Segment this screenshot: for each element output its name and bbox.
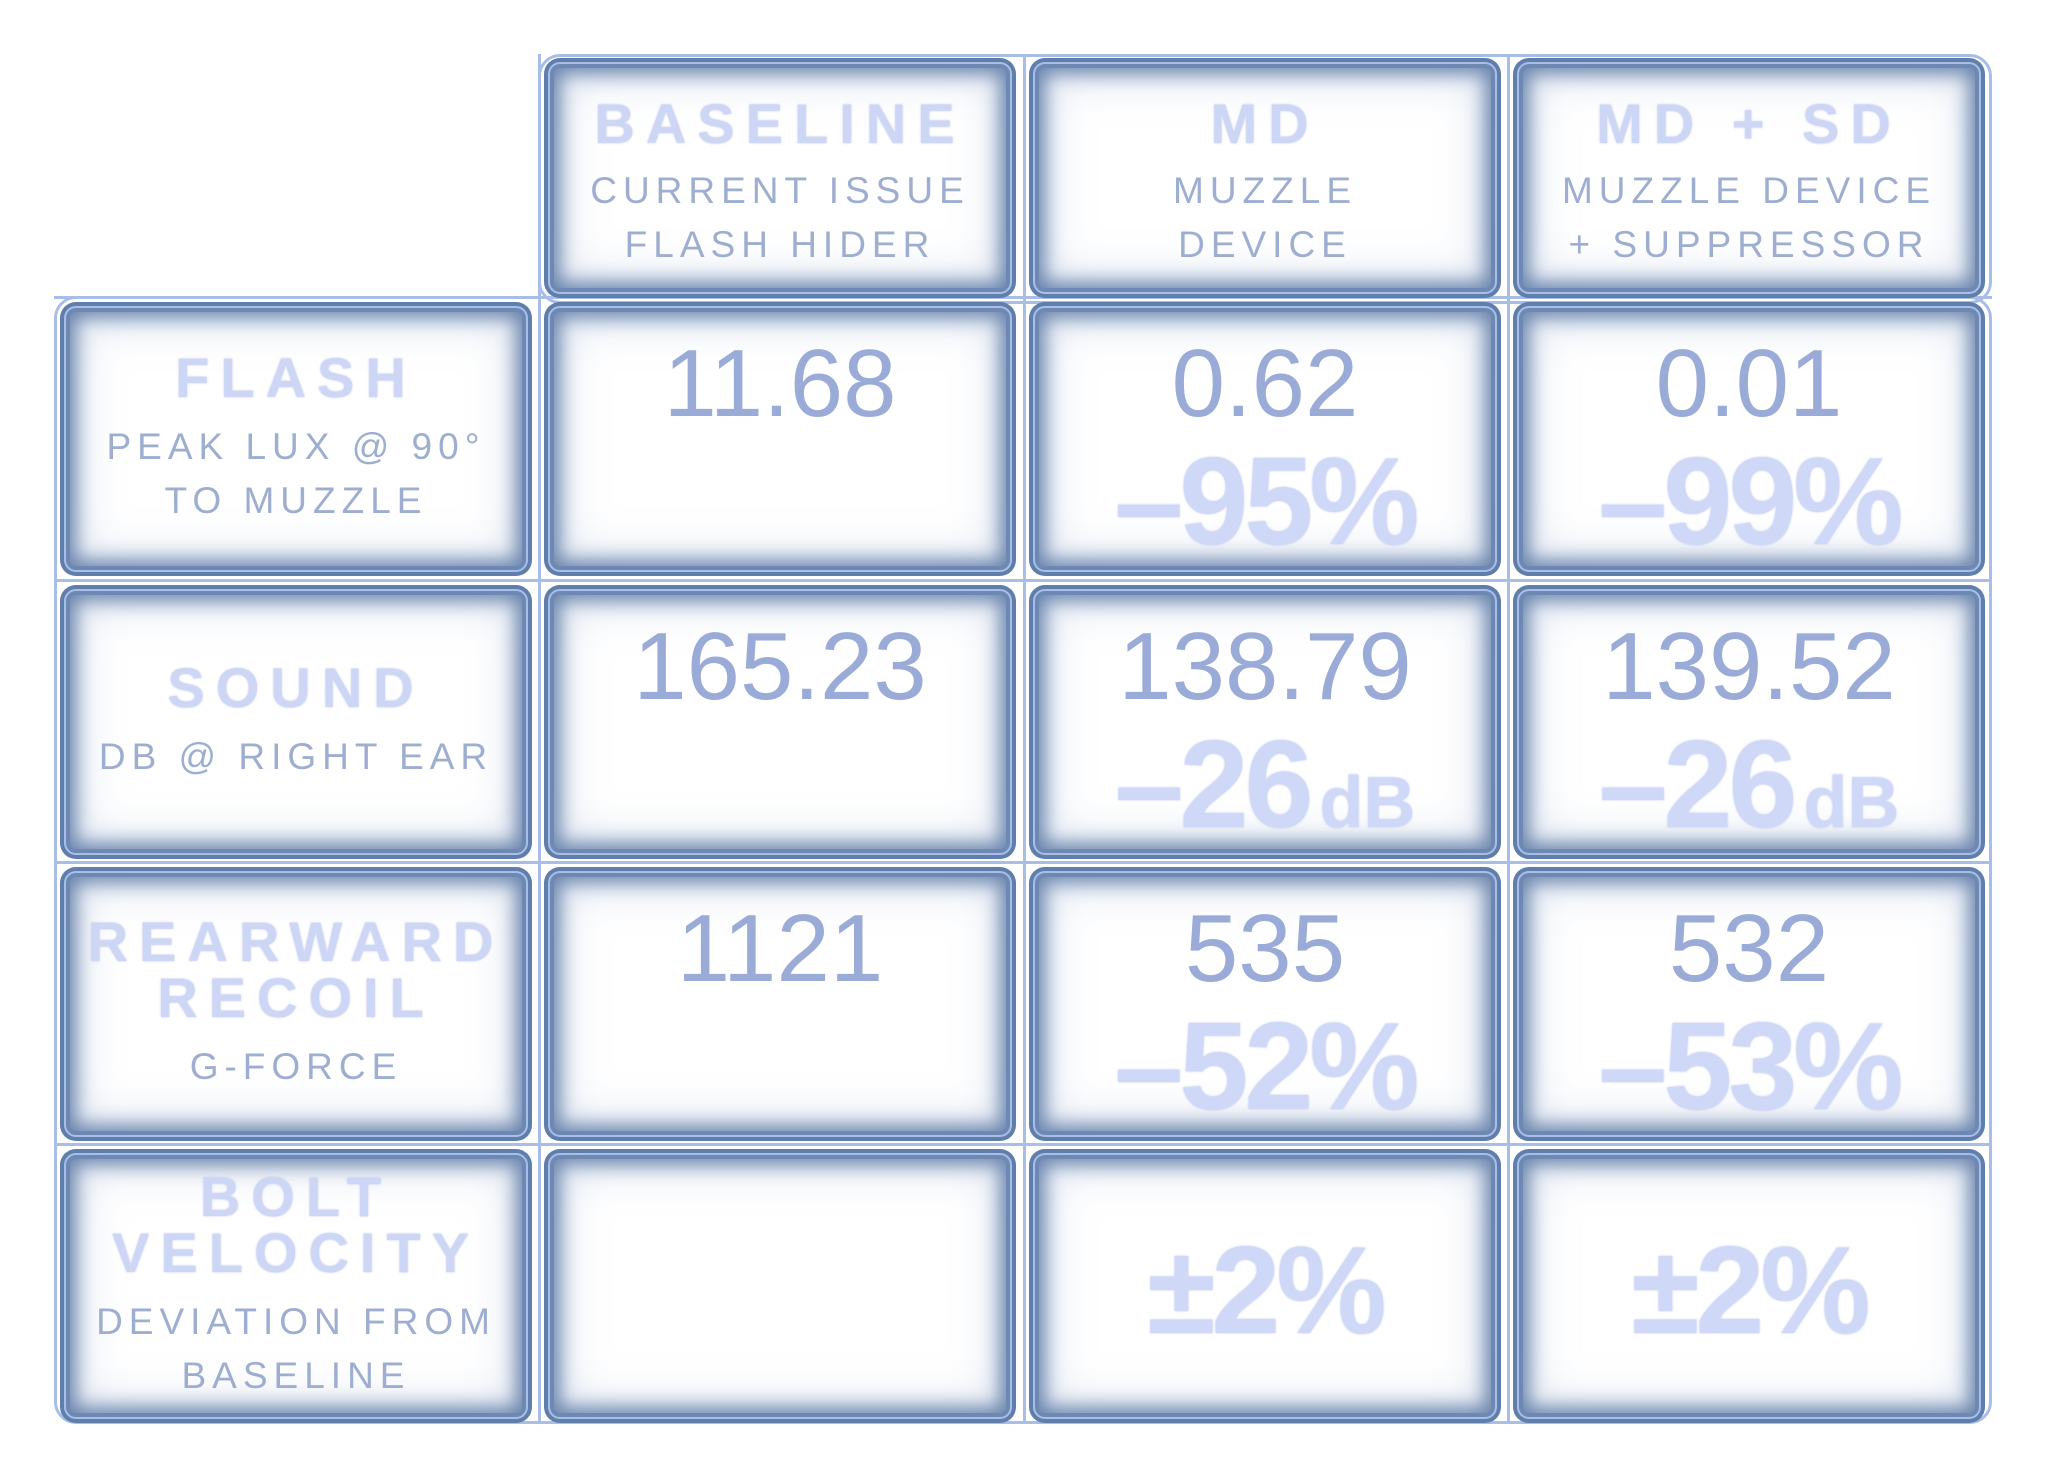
col-header-title: MD + SD [1596, 92, 1902, 155]
cell-change-unit: dB [1319, 763, 1416, 843]
col-header-subtitle: CURRENT ISSUE FLASH HIDER [550, 164, 1010, 272]
cell-change-value: –26 [1114, 716, 1314, 854]
table-cell: 0.62 –95% [1033, 306, 1497, 572]
grid-line-h2 [54, 579, 1992, 582]
table-cell: 0.01 –99% [1517, 306, 1981, 572]
table-cell: ±2% [1517, 1153, 1981, 1419]
cell-value: 165.23 [633, 613, 927, 720]
row-subtitle: DB @ RIGHT EAR [99, 730, 493, 784]
row-subtitle-line: DB @ RIGHT EAR [98, 736, 494, 777]
row-title-line: BOLT [199, 1165, 393, 1228]
cell-change: –52% [1114, 998, 1419, 1136]
col-header-subtitle-line: + SUPPRESSOR [1568, 224, 1930, 265]
col-header-subtitle-line: DEVICE [1178, 224, 1352, 265]
row-title-line: FLASH [175, 346, 417, 409]
col-header-subtitle: MUZZLE DEVICE + SUPPRESSOR [1519, 164, 1979, 272]
row-subtitle: DEVIATION FROM BASELINE [96, 1295, 496, 1403]
cell-change-unit: dB [1803, 763, 1900, 843]
table-cell: 532 –53% [1517, 871, 1981, 1137]
grid-line-h3 [54, 861, 1992, 864]
col-header-md-sd: MD + SD MUZZLE DEVICE + SUPPRESSOR [1517, 62, 1981, 294]
table-cell: 1121 [548, 871, 1012, 1137]
row-title-line: VELOCITY [111, 1221, 481, 1284]
table-cell: 139.52 –26 dB [1517, 589, 1981, 855]
row-subtitle: PEAK LUX @ 90° TO MUZZLE [106, 420, 485, 528]
cell-change: ±2% [1631, 1222, 1870, 1360]
row-title-line: RECOIL [157, 966, 435, 1029]
cell-value: 0.62 [1171, 330, 1359, 437]
col-header-title: BASELINE [594, 92, 966, 155]
table-cell: 165.23 [548, 589, 1012, 855]
row-title: BOLT VELOCITY [112, 1169, 480, 1281]
table-cell [548, 1153, 1012, 1419]
cell-change: ±2% [1147, 1222, 1386, 1360]
grid-line-v1 [538, 54, 541, 1424]
col-header-subtitle-line: CURRENT ISSUE [590, 170, 970, 211]
row-title: SOUND [167, 660, 424, 716]
grid-line-h1 [54, 296, 1992, 299]
grid-line-v2 [1023, 54, 1026, 1424]
col-header-baseline: BASELINE CURRENT ISSUE FLASH HIDER [548, 62, 1012, 294]
grid-line-v3 [1507, 54, 1510, 1424]
table-cell: 535 –52% [1033, 871, 1497, 1137]
row-subtitle-line: TO MUZZLE [164, 480, 428, 521]
col-header-subtitle-line: MUZZLE DEVICE [1561, 170, 1937, 211]
col-header-md: MD MUZZLE DEVICE [1033, 62, 1497, 294]
col-header-subtitle-line: MUZZLE [1173, 170, 1357, 211]
table-cell: 11.68 [548, 306, 1012, 572]
row-label-recoil: REARWARD RECOIL G-FORCE [64, 871, 528, 1137]
row-label-flash: FLASH PEAK LUX @ 90° TO MUZZLE [64, 306, 528, 572]
row-subtitle-line: DEVIATION FROM [96, 1301, 496, 1342]
cell-change: –99% [1598, 433, 1903, 571]
row-title: FLASH [175, 350, 417, 406]
row-subtitle-line: BASELINE [181, 1355, 411, 1396]
row-subtitle-line: G-FORCE [189, 1046, 403, 1087]
cell-change: –53% [1598, 998, 1903, 1136]
cell-value: 0.01 [1655, 330, 1843, 437]
table-cell: 138.79 –26 dB [1033, 589, 1497, 855]
cell-value: 138.79 [1118, 613, 1412, 720]
row-title: REARWARD RECOIL [88, 914, 505, 1026]
cell-change: –95% [1114, 433, 1419, 571]
col-header-title: MD [1210, 92, 1320, 155]
cell-value: 139.52 [1602, 613, 1896, 720]
cell-value: 532 [1668, 895, 1830, 1002]
grid-line-h4 [54, 1143, 1992, 1146]
cell-value: 535 [1184, 895, 1346, 1002]
cell-change: –26 dB [1519, 723, 1979, 847]
row-label-sound: SOUND DB @ RIGHT EAR [64, 589, 528, 855]
cell-change-value: –26 [1598, 716, 1798, 854]
cell-value: 11.68 [663, 330, 897, 437]
cell-change: –26 dB [1035, 723, 1495, 847]
col-header-subtitle-line: FLASH HIDER [624, 224, 936, 265]
col-header-subtitle: MUZZLE DEVICE [1035, 164, 1495, 272]
row-title-line: REARWARD [87, 910, 505, 973]
row-label-bolt-velocity: BOLT VELOCITY DEVIATION FROM BASELINE [64, 1153, 528, 1419]
row-title-line: SOUND [167, 656, 425, 719]
row-subtitle-line: PEAK LUX @ 90° [106, 426, 486, 467]
row-subtitle: G-FORCE [190, 1040, 403, 1094]
cell-value: 1121 [676, 895, 884, 1002]
table-cell: ±2% [1033, 1153, 1497, 1419]
